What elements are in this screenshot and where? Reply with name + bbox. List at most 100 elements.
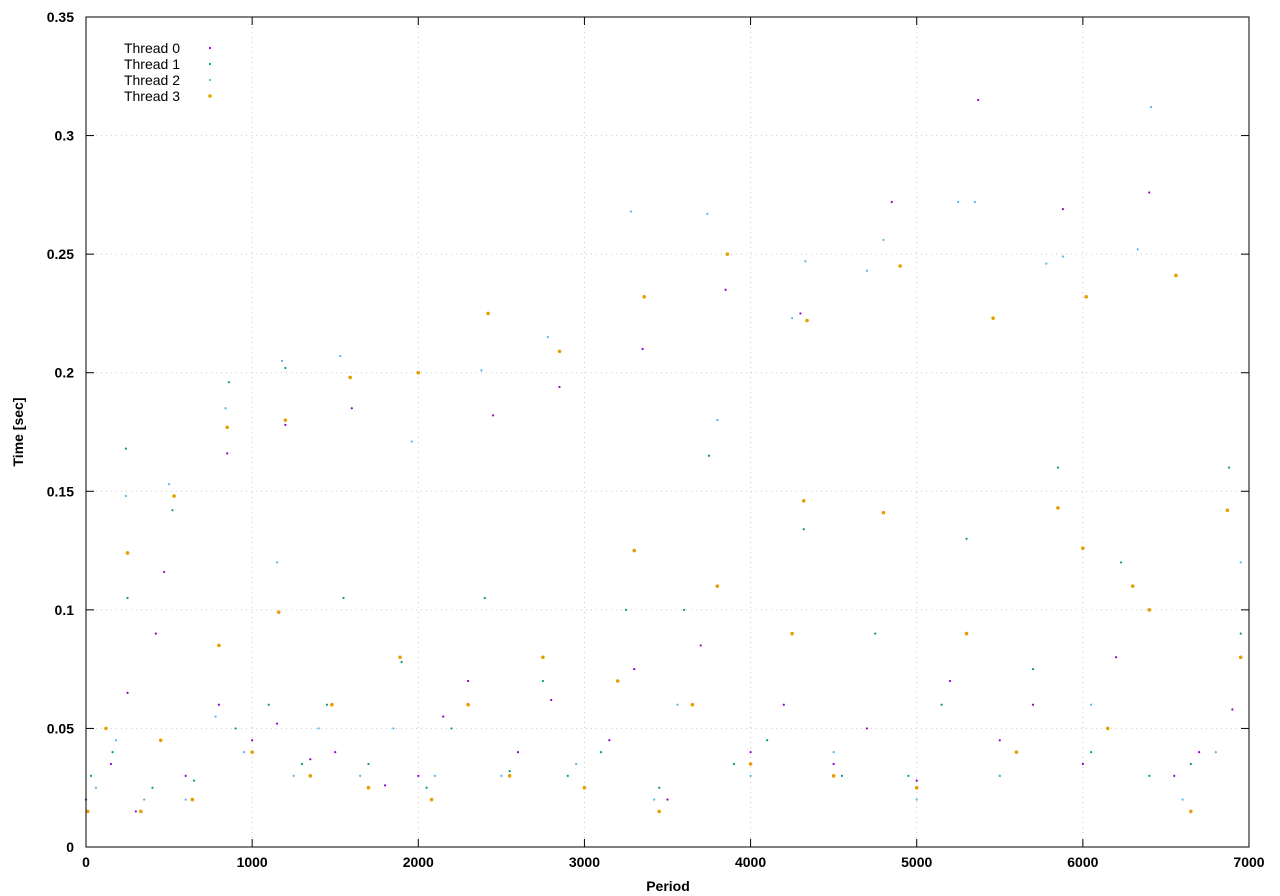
data-point — [832, 762, 835, 766]
data-point — [575, 762, 578, 766]
data-point — [1231, 708, 1234, 711]
data-point — [940, 703, 943, 706]
data-point — [292, 774, 295, 777]
data-point — [804, 260, 807, 263]
data-point — [167, 483, 171, 486]
data-point — [466, 702, 470, 707]
data-point — [1081, 762, 1084, 766]
data-point — [275, 561, 279, 564]
data-point — [124, 447, 127, 450]
data-point — [308, 774, 313, 778]
data-point — [400, 660, 403, 664]
data-point — [1225, 508, 1230, 513]
x-tick-label: 1000 — [237, 854, 268, 870]
series-thread-2 — [94, 106, 1242, 801]
data-point — [831, 774, 836, 778]
legend-marker — [208, 78, 212, 82]
data-point — [690, 702, 695, 707]
data-point — [339, 355, 342, 358]
data-point — [480, 369, 483, 372]
data-point — [276, 610, 281, 615]
data-point — [624, 608, 628, 611]
data-point — [998, 739, 1001, 742]
data-point — [724, 288, 727, 291]
data-point — [139, 809, 143, 814]
grid — [86, 17, 1249, 847]
data-point — [791, 317, 794, 320]
data-point — [500, 774, 503, 777]
data-point — [350, 407, 353, 410]
data-point — [442, 715, 445, 718]
data-point — [1061, 207, 1065, 211]
data-point — [275, 722, 279, 725]
data-point — [410, 440, 413, 443]
data-point — [334, 751, 337, 754]
data-point — [214, 715, 217, 718]
data-point — [1119, 561, 1123, 564]
data-point — [1189, 809, 1193, 814]
series-thread-3 — [85, 252, 1243, 814]
data-point — [226, 452, 229, 455]
data-point — [250, 750, 254, 754]
x-tick-label: 0 — [82, 854, 90, 870]
data-point — [802, 528, 805, 531]
data-point — [227, 381, 230, 384]
data-point — [890, 200, 893, 204]
data-point — [284, 423, 287, 426]
x-axis-title: Period — [646, 878, 690, 894]
data-point — [104, 726, 108, 731]
data-point — [914, 785, 919, 790]
data-point — [1148, 191, 1151, 194]
data-point — [433, 774, 436, 777]
data-point — [998, 774, 1001, 777]
legend-marker — [208, 94, 212, 98]
data-point — [450, 727, 453, 730]
data-point — [632, 548, 637, 553]
data-point — [683, 608, 686, 611]
data-point — [383, 784, 387, 787]
y-tick-label: 0.25 — [47, 246, 74, 262]
data-point — [366, 785, 371, 790]
data-point — [707, 454, 711, 457]
data-point — [558, 385, 561, 389]
data-point — [184, 774, 187, 777]
legend-label: Thread 1 — [124, 56, 180, 72]
data-point — [1061, 255, 1065, 258]
data-point — [1173, 774, 1176, 777]
data-point — [507, 774, 512, 778]
data-point — [392, 727, 395, 730]
data-point — [964, 631, 969, 636]
data-point — [657, 809, 661, 814]
data-point — [309, 758, 312, 761]
data-point — [1189, 762, 1192, 766]
data-point — [1031, 703, 1035, 706]
data-point — [840, 774, 844, 777]
data-point — [973, 200, 976, 204]
data-point — [582, 785, 587, 790]
data-point — [126, 691, 129, 694]
data-point — [676, 703, 679, 706]
data-point — [608, 739, 611, 742]
y-tick-label: 0.05 — [47, 720, 74, 736]
data-point — [1105, 726, 1110, 731]
data-point — [125, 551, 130, 555]
data-point — [1147, 608, 1152, 612]
data-point — [1239, 561, 1242, 564]
data-point — [541, 679, 544, 683]
data-point — [566, 774, 569, 777]
data-point — [633, 668, 636, 671]
data-point — [85, 809, 90, 814]
y-tick-label: 0.15 — [47, 483, 74, 499]
data-point — [541, 655, 545, 660]
data-point — [716, 419, 719, 422]
data-point — [348, 375, 352, 380]
data-point — [217, 703, 221, 706]
data-point — [416, 370, 421, 375]
data-point — [417, 774, 420, 777]
data-point — [283, 418, 288, 422]
data-point — [557, 349, 562, 354]
data-point — [1136, 248, 1139, 251]
data-point — [715, 584, 720, 588]
